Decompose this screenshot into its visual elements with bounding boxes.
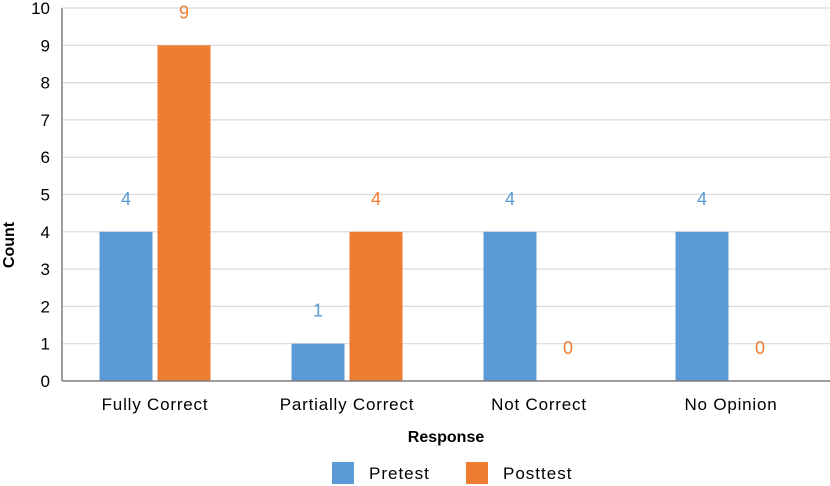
bar-posttest-1 xyxy=(157,45,211,382)
legend-label-pretest: Pretest xyxy=(369,464,430,483)
data-label-posttest-1: 9 xyxy=(179,2,189,22)
data-label-pretest-3: 4 xyxy=(505,189,515,209)
data-label-posttest-3: 0 xyxy=(563,338,573,358)
y-tick-label: 10 xyxy=(31,0,50,18)
x-axis-categories: Fully Correct Partially Correct Not Correc… xyxy=(102,395,777,414)
bar-pretest-1 xyxy=(99,231,153,381)
y-tick-label: 1 xyxy=(41,335,50,354)
y-tick-label: 6 xyxy=(41,148,50,167)
x-category-label: Partially Correct xyxy=(280,395,415,414)
legend-label-posttest: Posttest xyxy=(503,464,572,483)
data-label-pretest-1: 4 xyxy=(121,189,131,209)
y-tick-label: 4 xyxy=(41,223,50,242)
y-tick-label: 9 xyxy=(41,36,50,55)
y-tick-label: 2 xyxy=(41,297,50,316)
data-label-pretest-4: 4 xyxy=(697,189,707,209)
legend: Pretest Posttest xyxy=(332,462,572,484)
y-axis-title: Count xyxy=(1,221,18,268)
y-tick-label: 8 xyxy=(41,74,50,93)
y-tick-label: 3 xyxy=(41,260,50,279)
x-category-label: Not Correct xyxy=(491,395,587,414)
x-category-label: No Opinion xyxy=(684,395,777,414)
bar-posttest-2 xyxy=(349,231,403,381)
y-tick-label: 5 xyxy=(41,186,50,205)
x-category-label: Fully Correct xyxy=(102,395,209,414)
data-label-posttest-2: 4 xyxy=(371,189,381,209)
y-axis-ticks: 0 1 2 3 4 5 6 7 8 9 10 xyxy=(31,0,50,391)
y-tick-label: 7 xyxy=(41,111,50,130)
bars xyxy=(99,45,729,382)
data-label-posttest-4: 0 xyxy=(755,338,765,358)
bar-pretest-3 xyxy=(483,231,537,381)
legend-swatch-posttest xyxy=(466,462,488,484)
bar-pretest-2 xyxy=(291,343,345,381)
bar-pretest-4 xyxy=(675,231,729,381)
legend-swatch-pretest xyxy=(332,462,354,484)
y-tick-label: 0 xyxy=(41,372,50,391)
x-axis-title: Response xyxy=(408,429,485,446)
data-label-pretest-2: 1 xyxy=(313,301,323,321)
